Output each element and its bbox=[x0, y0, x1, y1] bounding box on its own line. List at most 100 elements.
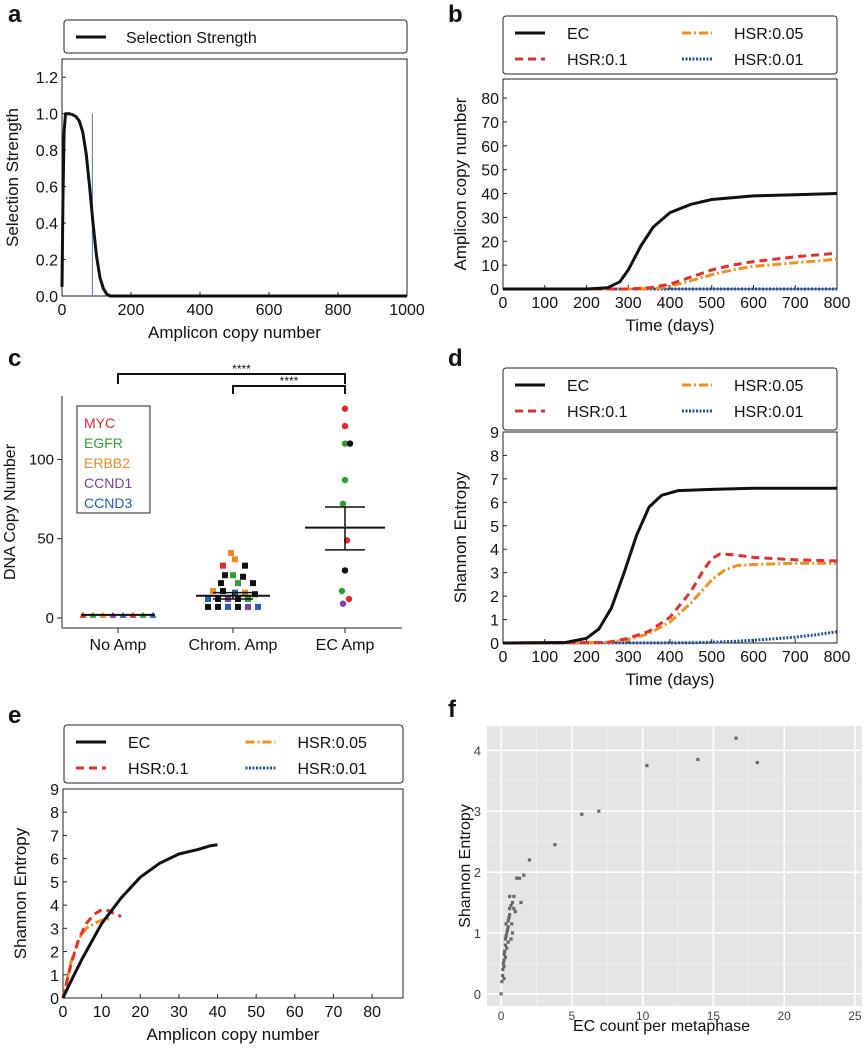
x-tick-label-c-0: No Amp bbox=[90, 637, 147, 654]
data-point-f-17 bbox=[508, 907, 512, 911]
y-tick-label-a-4: 0.8 bbox=[36, 143, 58, 160]
x-tick-label-e-2: 20 bbox=[131, 1004, 149, 1021]
y-tick-label-f-4: 4 bbox=[474, 743, 481, 758]
data-point-f-31 bbox=[522, 873, 526, 877]
data-point-f-32 bbox=[527, 858, 532, 862]
legend-label-d-0: EC bbox=[567, 378, 589, 395]
panel-label-f: f bbox=[448, 696, 456, 723]
y-tick-label-d-5: 5 bbox=[490, 519, 499, 536]
data-point-f-37 bbox=[696, 757, 700, 762]
significance-bracket-1 bbox=[232, 385, 346, 394]
y-tick-label-e-5: 5 bbox=[50, 875, 59, 892]
data-point-f-16 bbox=[508, 913, 512, 917]
legend-label-c-1: EGFR bbox=[84, 435, 123, 451]
y-axis-label-a: Selection Strength bbox=[3, 108, 22, 247]
data-point-c-2-0 bbox=[341, 405, 349, 412]
y-tick-label-f-2: 2 bbox=[474, 865, 481, 880]
y-tick-label-c-0: 0 bbox=[46, 610, 54, 627]
data-point-f-33 bbox=[553, 843, 557, 847]
data-point-f-36 bbox=[645, 763, 649, 768]
data-point-f-11 bbox=[505, 931, 509, 935]
y-tick-label-a-2: 0.4 bbox=[36, 216, 58, 233]
x-tick-label-a-5: 1000 bbox=[389, 302, 425, 319]
data-point-f-38 bbox=[734, 736, 738, 740]
legend-label-d-1: HSR:0.1 bbox=[567, 404, 628, 421]
data-point-f-19 bbox=[510, 900, 515, 905]
legend-label-b-1: HSR:0.1 bbox=[567, 52, 628, 69]
plot-area-b bbox=[502, 78, 838, 290]
y-tick-label-d-2: 2 bbox=[490, 589, 499, 606]
x-tick-label-c-1: Chrom. Amp bbox=[189, 637, 278, 654]
data-point-f-27 bbox=[513, 910, 517, 914]
y-tick-label-b-2: 20 bbox=[481, 234, 499, 251]
x-tick-label-e-4: 40 bbox=[209, 1004, 227, 1021]
series-line-a-selection-strength bbox=[60, 112, 407, 298]
panel-label-c: c bbox=[8, 345, 22, 372]
legend-label-d-3: HSR:0.01 bbox=[734, 404, 803, 421]
data-point-f-41 bbox=[512, 894, 516, 899]
data-point-c-1-24 bbox=[245, 603, 251, 610]
y-axis-label-b: Amplicon copy number bbox=[451, 97, 470, 270]
legend-label-b-2: HSR:0.05 bbox=[734, 26, 803, 43]
data-point-c-1-20 bbox=[205, 603, 211, 610]
panel-label-e: e bbox=[8, 702, 22, 729]
data-point-c-1-23 bbox=[235, 603, 241, 610]
x-tick-label-d-1: 100 bbox=[531, 649, 558, 666]
data-point-f-12 bbox=[505, 928, 510, 932]
legend-label-c-3: CCND1 bbox=[84, 475, 132, 491]
data-point-f-21 bbox=[503, 955, 507, 959]
y-tick-label-c-1: 50 bbox=[37, 531, 54, 548]
y-tick-label-a-1: 0.2 bbox=[36, 253, 58, 270]
y-tick-label-e-4: 4 bbox=[50, 898, 59, 915]
y-tick-label-e-1: 1 bbox=[50, 968, 59, 985]
legend-label-e-1: HSR:0.1 bbox=[128, 761, 189, 778]
data-point-c-1-25 bbox=[255, 603, 261, 610]
panel-label-a: a bbox=[8, 1, 22, 28]
x-tick-label-f-5: 25 bbox=[848, 1009, 862, 1023]
x-tick-label-d-4: 400 bbox=[657, 649, 684, 666]
y-tick-label-d-0: 0 bbox=[490, 636, 499, 653]
legend-box-a bbox=[63, 19, 408, 54]
y-tick-label-d-3: 3 bbox=[490, 566, 499, 583]
data-point-f-39 bbox=[755, 760, 759, 765]
y-tick-label-f-1: 1 bbox=[474, 926, 481, 941]
data-point-c-2-8 bbox=[338, 587, 346, 595]
data-point-f-13 bbox=[506, 925, 510, 929]
series-line-d-hsr-0-01 bbox=[502, 630, 838, 645]
series-line-b-hsr-0-05 bbox=[503, 257, 838, 291]
data-point-f-23 bbox=[506, 940, 510, 944]
x-tick-label-b-2: 200 bbox=[573, 295, 600, 312]
y-tick-label-e-6: 6 bbox=[50, 852, 59, 869]
x-tick-label-b-4: 400 bbox=[657, 295, 684, 312]
y-tick-label-d-8: 8 bbox=[490, 448, 499, 465]
significance-bracket-0 bbox=[117, 373, 346, 384]
plot-area-a bbox=[61, 58, 408, 297]
legend-box-d bbox=[502, 367, 838, 431]
y-tick-label-a-0: 0.0 bbox=[36, 289, 58, 306]
series-line-d-hsr-0-1 bbox=[502, 552, 838, 645]
legend-label-a-0: Selection Strength bbox=[126, 30, 257, 47]
data-point-f-0 bbox=[499, 992, 503, 996]
data-point-f-35 bbox=[597, 809, 601, 813]
data-point-f-34 bbox=[580, 812, 584, 816]
legend-label-d-2: HSR:0.05 bbox=[734, 378, 803, 395]
y-tick-label-e-2: 2 bbox=[50, 945, 59, 962]
legend-box-e bbox=[63, 724, 404, 784]
x-tick-label-a-2: 400 bbox=[187, 302, 214, 319]
data-point-c-2-10 bbox=[339, 600, 347, 607]
significance-label-1: **** bbox=[280, 374, 299, 388]
y-tick-label-e-8: 8 bbox=[50, 805, 59, 822]
y-axis-label-d: Shannon Entropy bbox=[451, 471, 470, 603]
data-point-f-14 bbox=[506, 919, 510, 923]
x-tick-label-f-4: 20 bbox=[777, 1009, 791, 1023]
y-tick-label-d-9: 9 bbox=[490, 425, 499, 442]
y-tick-label-b-5: 50 bbox=[481, 163, 499, 180]
x-tick-label-b-8: 800 bbox=[824, 295, 851, 312]
data-point-c-1-6 bbox=[240, 573, 246, 580]
y-tick-label-e-3: 3 bbox=[50, 921, 59, 938]
legend-label-e-3: HSR:0.01 bbox=[298, 761, 367, 778]
legend-label-e-0: EC bbox=[128, 735, 150, 752]
x-tick-label-d-6: 600 bbox=[740, 649, 767, 666]
data-point-f-42 bbox=[502, 964, 506, 969]
